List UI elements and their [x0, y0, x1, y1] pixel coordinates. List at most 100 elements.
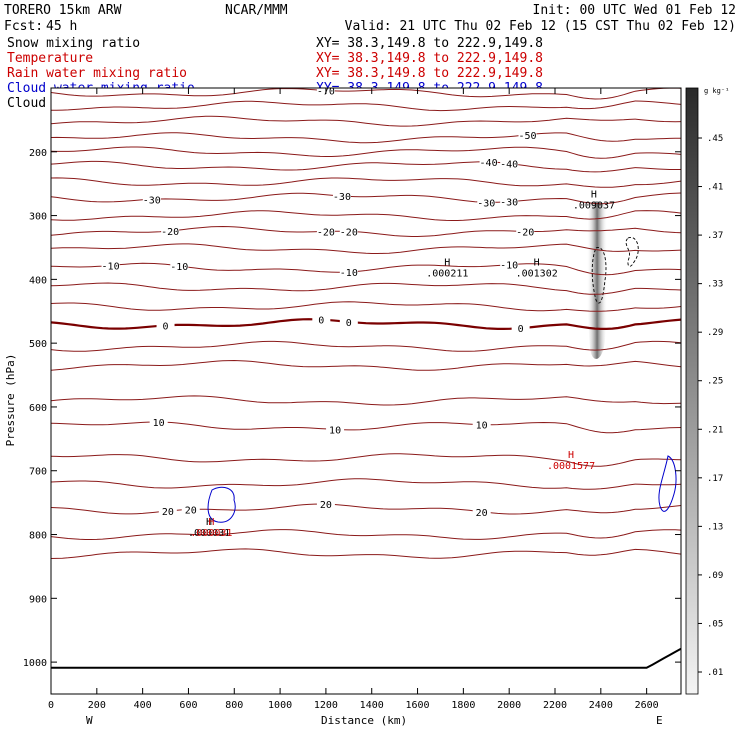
contour-label: 20: [476, 508, 488, 519]
model-title: TORERO 15km ARW: [4, 3, 122, 18]
contour-label: 20: [320, 500, 332, 511]
temperature-contour: [51, 318, 681, 330]
colorbar: [685, 87, 699, 695]
fcst-value: 45 h: [46, 19, 77, 34]
temperature-contour: [51, 210, 681, 221]
extremum-mark: H: [591, 190, 597, 201]
colorbar-tick-label: .05: [707, 619, 723, 629]
cloud-water-contour: [207, 486, 236, 523]
colorbar-tick-label: .29: [707, 328, 723, 338]
temperature-contour: [51, 160, 681, 173]
temperature-contour: [51, 88, 681, 100]
temperature-contour: [51, 453, 681, 467]
colorbar-tick-label: .41: [707, 183, 723, 193]
extremum-value: .009037: [573, 201, 615, 212]
contour-label-bg: [500, 157, 519, 169]
contour-label-bg: [316, 225, 335, 237]
legend-xy: XY= 38.3,149.8 to 222.9,149.8: [316, 66, 543, 81]
extremum-mark: H: [534, 257, 540, 268]
contour-label-bg: [516, 225, 535, 237]
temperature-contour: [51, 301, 681, 312]
contour-label-bg: [332, 189, 351, 201]
temperature-contour: [51, 340, 681, 352]
temperature-contour: [51, 359, 681, 371]
contour-label-bg: [500, 258, 519, 270]
y-tick-label: 700: [29, 467, 47, 478]
contour-label: -20: [340, 227, 358, 238]
temperature-contour: [51, 243, 681, 254]
colorbar-tick-label: .45: [707, 134, 723, 144]
temperature-contour: [51, 503, 681, 515]
contour-label: -20: [161, 227, 179, 238]
contour-label: -10: [102, 261, 120, 272]
east-label: E: [656, 714, 663, 727]
x-tick-label: 1000: [268, 700, 292, 711]
legend-label: Rain water mixing ratio: [7, 66, 187, 81]
contour-label: -30: [143, 195, 161, 206]
contour-label: -50: [518, 131, 536, 142]
contour-label: -10: [170, 262, 188, 273]
y-tick-label: 200: [29, 148, 47, 159]
contour-label-bg: [326, 423, 345, 435]
temperature-contour: [51, 100, 681, 112]
extremum-mark: H: [206, 517, 212, 528]
temperature-contour: [51, 529, 681, 540]
extremum-value: .000031: [188, 528, 230, 539]
colorbar-tick-label: .13: [707, 522, 723, 532]
x-tick-label: 1800: [451, 700, 475, 711]
x-tick-label: 2400: [589, 700, 613, 711]
contour-label-bg: [142, 193, 161, 205]
contour-label-bg: [472, 418, 491, 430]
fcst-label: Fcst:: [4, 19, 43, 34]
contour-label: -10: [500, 261, 518, 272]
x-tick-label: 200: [88, 700, 106, 711]
contour-label-bg: [156, 319, 175, 331]
contour-label-bg: [500, 195, 519, 207]
temperature-contour: [51, 132, 681, 144]
contour-label-bg: [170, 259, 189, 271]
colorbar-unit: g kg⁻¹: [704, 87, 729, 95]
y-tick-label: 800: [29, 531, 47, 542]
contour-label: 0: [318, 316, 324, 327]
contour-label: 0: [518, 324, 524, 335]
y-tick-label: 400: [29, 275, 47, 286]
contour-label: 0: [346, 318, 352, 329]
init-time: Init: 00 UTC Wed 01 Feb 12: [533, 3, 737, 18]
contour-label-bg: [158, 505, 177, 517]
temperature-contour: [51, 282, 681, 295]
cloud-water-contour: [658, 455, 677, 512]
colorbar-tick-label: .01: [707, 668, 723, 678]
plot-area: [51, 88, 681, 694]
temperature-contour: [51, 225, 681, 237]
contour-label: 20: [185, 505, 197, 516]
y-tick-label: 300: [29, 212, 47, 223]
legend-xy: XY= 38.3,149.8 to 222.9,149.8: [316, 36, 543, 51]
contour-label-bg: [472, 505, 491, 517]
west-label: W: [86, 714, 93, 727]
contour-label-bg: [339, 265, 358, 277]
contour-label: 20: [162, 507, 174, 518]
x-tick-label: 1600: [405, 700, 429, 711]
center-title: NCAR/MMM: [225, 3, 288, 18]
temperature-contour: [51, 262, 681, 276]
x-tick-label: 1400: [360, 700, 384, 711]
contour-label-bg: [316, 498, 335, 510]
x-tick-label: 600: [179, 700, 197, 711]
valid-time: Valid: 21 UTC Thu 02 Feb 12 (15 CST Thu …: [345, 19, 736, 34]
colorbar-tick-label: .17: [707, 474, 723, 484]
contour-label-bg: [479, 155, 498, 167]
extremum-value: .000031: [190, 528, 232, 539]
contour-label-bg: [312, 313, 331, 325]
contour-label-bg: [518, 128, 537, 140]
contour-label: -20: [317, 227, 335, 238]
colorbar-tick-label: .21: [707, 425, 723, 435]
colorbar-ticks: .45 .41 .37 .33 .29 .25 .21 .17 .13 .09 .05 .01: [698, 134, 723, 678]
contour-label: -10: [340, 268, 358, 279]
temperature-contour: [51, 146, 681, 159]
x-tick-label: 0: [48, 700, 54, 711]
contour-label: -30: [477, 198, 495, 209]
contour-label-bg: [161, 224, 180, 236]
terrain-line: [51, 647, 681, 669]
y-tick-label: 1000: [23, 658, 47, 669]
